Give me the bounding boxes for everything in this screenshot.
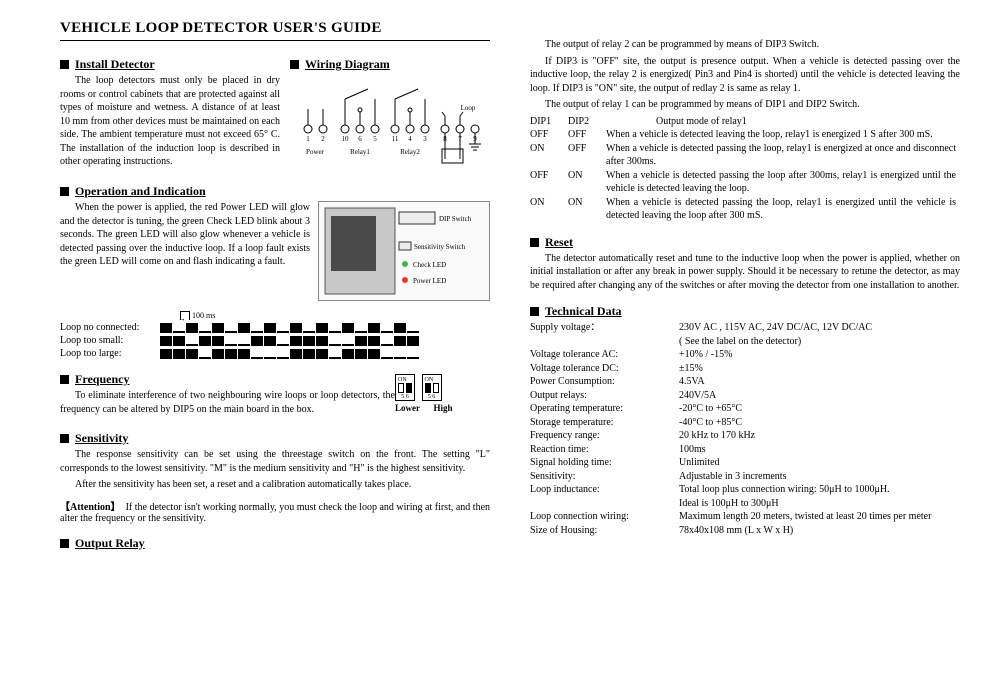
svg-text:Check LED: Check LED — [413, 261, 446, 269]
heading-wiring: Wiring Diagram — [290, 57, 490, 72]
svg-text:5: 5 — [373, 135, 377, 143]
svg-text:7: 7 — [458, 135, 462, 143]
svg-text:10: 10 — [342, 135, 350, 143]
loop-state-row: Loop too small: — [60, 334, 490, 346]
tech-table-row: Loop inductance:Total loop plus connecti… — [530, 483, 935, 510]
svg-text:Relay1: Relay1 — [350, 148, 370, 156]
dip-table-row: OFFONWhen a vehicle is detected passing … — [530, 169, 960, 196]
svg-text:Relay2: Relay2 — [400, 148, 420, 156]
loop-state-row: Loop too large: — [60, 347, 490, 359]
tech-table-row: Signal holding time:Unlimited — [530, 456, 935, 470]
square-bullet-icon — [60, 539, 69, 548]
dip-table: DIP1 DIP2 Output mode of relay1 OFFOFFWh… — [530, 115, 960, 223]
svg-text:2: 2 — [321, 135, 325, 143]
svg-text:DIP Switch: DIP Switch — [439, 215, 472, 223]
operation-text: When the power is applied, the red Power… — [60, 201, 310, 298]
dip-table-row: OFFOFFWhen a vehicle is detected leaving… — [530, 128, 960, 142]
svg-text:4: 4 — [408, 135, 412, 143]
svg-text:1: 1 — [306, 135, 310, 143]
tech-table-row: Loop connection wiring:Maximum length 20… — [530, 510, 935, 524]
square-bullet-icon — [530, 238, 539, 247]
loop-state-row: Loop no connected: — [60, 321, 490, 333]
square-bullet-icon — [530, 307, 539, 316]
tech-table-row: Supply voltage：230V AC , 115V AC, 24V DC… — [530, 321, 935, 348]
dip-switch-diagram: ON5 6 ON5 6 Lower High — [395, 360, 490, 414]
square-bullet-icon — [290, 60, 299, 69]
heading-frequency: Frequency — [60, 372, 395, 387]
svg-text:6: 6 — [358, 135, 362, 143]
attention-note: 【Attention】 If the detector isn't workin… — [60, 498, 490, 524]
tech-table-row: Voltage tolerance DC:±15% — [530, 362, 935, 376]
dip-table-row: ONOFFWhen a vehicle is detected passing … — [530, 142, 960, 169]
svg-text:Sensitivity Switch: Sensitivity Switch — [414, 243, 466, 251]
tech-table-row: Reaction time:100ms — [530, 443, 935, 457]
square-bullet-icon — [60, 375, 69, 384]
svg-text:3: 3 — [423, 135, 427, 143]
output-relay-intro2: If DIP3 is "OFF" site, the output is pre… — [530, 55, 960, 96]
square-bullet-icon — [60, 434, 69, 443]
dip-table-row: ONONWhen a vehicle is detected passing t… — [530, 196, 960, 223]
output-relay-intro1: The output of relay 2 can be programmed … — [530, 38, 960, 52]
wiring-diagram: 1 2 10 6 5 11 4 3 8 7 9 Power Relay1 Relay2 Loo… — [290, 74, 485, 169]
tech-table-row: Power Consumption:4.5VA — [530, 375, 935, 389]
loop-state-diagram: → 100 ms Loop no connected:Loop too smal… — [60, 311, 490, 359]
svg-text:8: 8 — [443, 135, 447, 143]
svg-text:Power: Power — [306, 148, 325, 156]
tech-table-row: Size of Housing:78x40x108 mm (L x W x H) — [530, 524, 935, 538]
heading-tech: Technical Data — [530, 304, 960, 319]
tech-table-row: Output relays:240V/5A — [530, 389, 935, 403]
svg-text:Power LED: Power LED — [413, 277, 446, 285]
heading-sensitivity: Sensitivity — [60, 431, 490, 446]
svg-text:11: 11 — [392, 135, 399, 143]
tech-table-row: Storage temperature:-40°C to +85°C — [530, 416, 935, 430]
square-bullet-icon — [60, 187, 69, 196]
frequency-text: To eliminate interference of two neighbo… — [60, 389, 395, 416]
heading-operation: Operation and Indication — [60, 184, 490, 199]
install-text: The loop detectors must only be placed i… — [60, 74, 280, 169]
svg-text:9: 9 — [473, 135, 477, 143]
tech-table-row: Operating temperature:-20°C to +65°C — [530, 402, 935, 416]
tech-table-row: Sensitivity:Adjustable in 3 increments — [530, 470, 935, 484]
doc-title: VEHICLE LOOP DETECTOR USER'S GUIDE — [60, 20, 490, 41]
heading-reset: Reset — [530, 235, 960, 250]
sensitivity-text1: The response sensitivity can be set usin… — [60, 448, 490, 475]
tech-table: Supply voltage：230V AC , 115V AC, 24V DC… — [530, 321, 935, 537]
sensitivity-text2: After the sensitivity has been set, a re… — [60, 478, 490, 492]
output-relay-intro3: The output of relay 1 can be programmed … — [530, 98, 960, 112]
reset-text: The detector automatically reset and tun… — [530, 252, 960, 293]
tech-table-row: Frequency range:20 kHz to 170 kHz — [530, 429, 935, 443]
square-bullet-icon — [60, 60, 69, 69]
heading-output-relay: Output Relay — [60, 536, 490, 551]
heading-install: Install Detector — [60, 57, 280, 72]
tech-table-row: Voltage tolerance AC:+10% / -15% — [530, 348, 935, 362]
detector-panel-diagram: DIP Switch Sensitivity Switch Check LED … — [318, 201, 490, 301]
svg-text:Loop: Loop — [461, 104, 476, 112]
